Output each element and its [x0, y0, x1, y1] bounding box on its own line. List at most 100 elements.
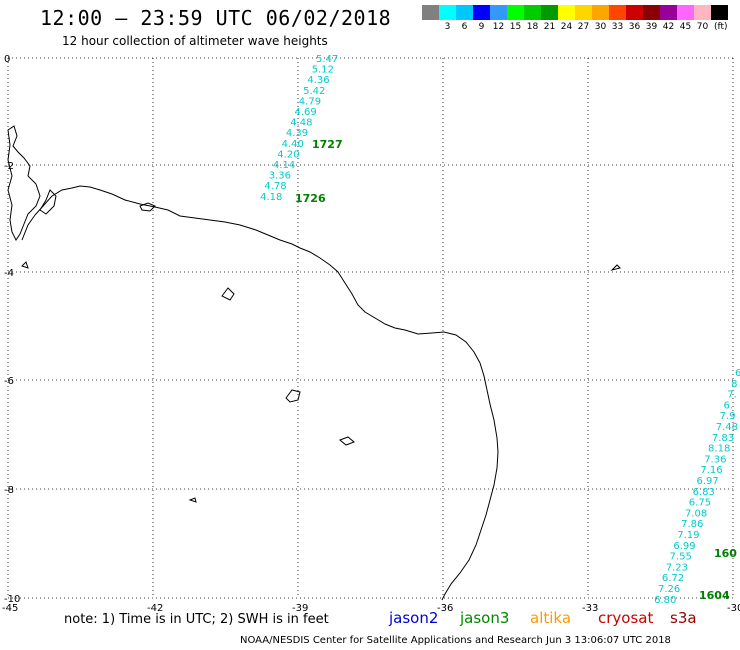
y-axis-labels: 0 -2 -4 -6 -8 -10 — [4, 54, 20, 605]
legend-swatch — [558, 5, 575, 20]
legend-label: 24 — [560, 22, 573, 32]
x-tick-label: -45 — [2, 603, 18, 614]
legend-swatch — [524, 5, 541, 20]
units-note: note: 1) Time is in UTC; 2) SWH is in fe… — [64, 612, 329, 627]
legend-swatch — [422, 5, 439, 20]
legend-label: 33 — [611, 22, 624, 32]
x-tick-label: -30 — [727, 603, 740, 614]
track-time-label: 1726 — [295, 192, 326, 205]
y-tick-label: -4 — [4, 268, 14, 279]
legend-label: 9 — [478, 22, 485, 32]
wave-height-value: 6.80 — [654, 595, 676, 606]
legend-swatch — [711, 5, 728, 20]
satellite-name: jason3 — [460, 609, 510, 627]
legend-swatch — [677, 5, 694, 20]
y-tick-label: -8 — [4, 485, 14, 496]
page-title: 12:00 – 23:59 UTC 06/02/2018 — [40, 6, 392, 30]
x-tick-label: -33 — [582, 603, 598, 614]
wave-height-value: 6.83 — [693, 487, 715, 498]
wave-height-value: 7.19 — [677, 530, 699, 541]
satellite-name: s3a — [670, 609, 697, 627]
wave-height-value: 4.40 — [282, 139, 304, 150]
legend-label: 12 — [492, 22, 505, 32]
wave-height-value: 6.97 — [697, 476, 719, 487]
wave-height-value: 7.55 — [670, 552, 692, 563]
legend-label: 42 — [662, 22, 675, 32]
wave-height-value: 8.18 — [708, 444, 730, 455]
wave-height-value: 4.69 — [295, 107, 317, 118]
legend-label: 6 — [461, 22, 468, 32]
wave-height-value: 4.36 — [307, 75, 329, 86]
wave-height-value: 7.26 — [658, 584, 680, 595]
wave-height-value: 5.47 — [316, 54, 338, 65]
wave-height-value: 6.75 — [689, 498, 711, 509]
wave-height-value: 4.39 — [286, 128, 308, 139]
legend-swatch — [456, 5, 473, 20]
x-tick-label: -42 — [147, 603, 163, 614]
legend-label: 30 — [594, 22, 607, 32]
wave-track-1: 5.475.124.365.424.794.694.484.394.404.20… — [260, 54, 343, 205]
legend-swatch — [507, 5, 524, 20]
legend-swatch — [626, 5, 643, 20]
wave-height-value: 7.16 — [700, 465, 722, 476]
wave-height-value: 4.78 — [264, 181, 286, 192]
wave-height-value: 4.18 — [260, 192, 282, 203]
legend-label: 27 — [577, 22, 590, 32]
wave-height-value: 6. — [723, 400, 733, 411]
wave-height-value: 7.23 — [666, 562, 688, 573]
color-legend — [422, 5, 728, 20]
y-tick-label: -6 — [4, 376, 14, 387]
legend-label: 15 — [509, 22, 522, 32]
y-tick-label: -10 — [4, 594, 20, 605]
wave-height-value: 5.42 — [303, 86, 325, 97]
satellite-name: cryosat — [598, 609, 654, 627]
legend-label: 36 — [628, 22, 641, 32]
satellite-name: jason2 — [389, 609, 439, 627]
wave-height-value: 4.48 — [290, 118, 312, 129]
wave-track-2: 687.6.7.97.487.838.187.367.166.976.836.7… — [654, 368, 740, 606]
track-time-label: 1604 — [699, 589, 730, 602]
track-time-label: 160 — [714, 547, 737, 560]
wave-height-value: 7.9 — [720, 411, 736, 422]
wave-height-value: 3.36 — [269, 171, 291, 182]
wave-height-value: 7.36 — [704, 454, 726, 465]
legend-label: 45 — [679, 22, 692, 32]
legend-swatch — [541, 5, 558, 20]
track-time-label: 1727 — [312, 138, 343, 151]
x-tick-label: -36 — [437, 603, 453, 614]
wave-height-value: 6.99 — [673, 541, 695, 552]
legend-swatch — [643, 5, 660, 20]
legend-swatch — [694, 5, 711, 20]
credit-line: NOAA/NESDIS Center for Satellite Applica… — [240, 635, 671, 646]
wave-height-value: 7.83 — [712, 433, 734, 444]
map-grid — [7, 57, 734, 599]
legend-swatch — [439, 5, 456, 20]
legend-label: 70 — [696, 22, 709, 32]
coastline — [7, 125, 621, 601]
legend-swatch — [473, 5, 490, 20]
wave-height-value: 6.72 — [662, 573, 684, 584]
legend-swatch — [660, 5, 677, 20]
wave-height-value: 7.08 — [685, 508, 707, 519]
wave-height-value: 4.14 — [273, 160, 295, 171]
wave-height-value: 7.86 — [681, 519, 703, 530]
wave-height-value: 7. — [727, 390, 737, 401]
legend-swatch — [609, 5, 626, 20]
legend-swatch — [575, 5, 592, 20]
legend-unit: (ft) — [714, 22, 728, 32]
x-tick-label: -39 — [292, 603, 308, 614]
wave-height-value: 8 — [731, 379, 737, 390]
wave-height-value: 4.79 — [299, 96, 321, 107]
page-subtitle: 12 hour collection of altimeter wave hei… — [62, 34, 328, 48]
color-legend-labels: 3 6 9 12 15 18 21 24 27 30 33 36 39 42 45 70 — [422, 22, 711, 32]
x-axis-labels: -45 -42 -39 -36 -33 -30 — [2, 603, 740, 614]
legend-label: 39 — [645, 22, 658, 32]
wave-height-value: 6 — [735, 368, 740, 379]
legend-label: 21 — [543, 22, 556, 32]
legend-swatch — [592, 5, 609, 20]
legend-swatch — [490, 5, 507, 20]
y-tick-label: 0 — [4, 54, 10, 65]
legend-label: 3 — [444, 22, 451, 32]
legend-label: 18 — [526, 22, 539, 32]
